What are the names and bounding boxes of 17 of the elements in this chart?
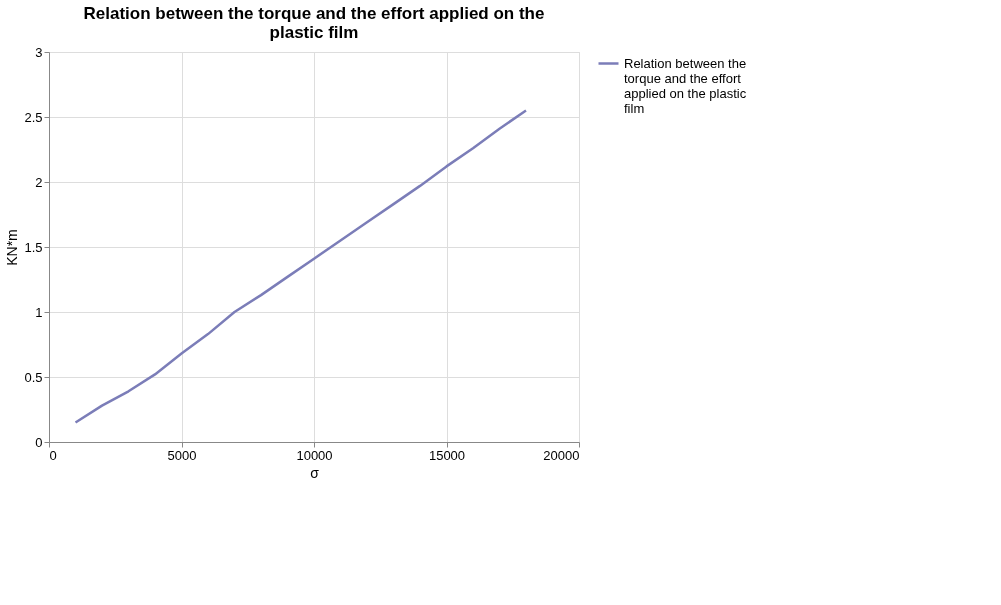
y-tick-label: 0 <box>35 434 43 450</box>
y-tick-label: 0.5 <box>24 369 43 385</box>
y-tick-label: 1 <box>35 304 43 320</box>
legend-label: Relation between the torque and the effort applied on the plastic film <box>624 55 747 116</box>
y-tick-label: 3 <box>35 44 43 60</box>
y-tick-label: 2.5 <box>24 109 43 125</box>
y-tick-label: 2 <box>35 174 43 190</box>
chart-title: Relation between the torque and the effort applied on the plastic film <box>83 4 545 42</box>
x-axis-title: σ <box>310 464 320 481</box>
line-series <box>74 109 528 424</box>
x-tick-label: 20000 <box>543 447 580 463</box>
x-tick-label: 0 <box>49 447 57 463</box>
y-axis-title: KN*m <box>4 229 21 266</box>
x-tick-label: 5000 <box>167 447 197 463</box>
y-tick-label: 1.5 <box>24 239 43 255</box>
x-tick-label: 15000 <box>428 447 466 463</box>
x-tick-label: 10000 <box>296 447 333 463</box>
